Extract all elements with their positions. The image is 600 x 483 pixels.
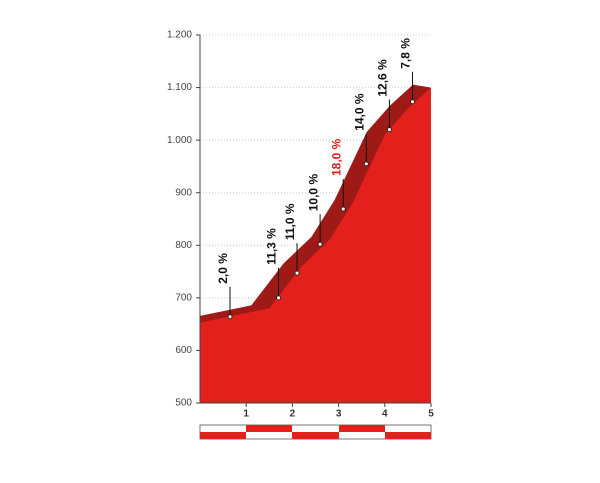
x-tick-label: 2: [290, 409, 296, 420]
marker-point: [363, 161, 369, 167]
marker-point: [227, 314, 233, 320]
gradient-label: 12,6 %: [376, 59, 390, 97]
y-tick-label: 600: [175, 345, 192, 356]
y-tick-label: 800: [175, 240, 192, 251]
gradient-label: 11,0 %: [283, 203, 297, 240]
x-tick-label: 3: [336, 409, 342, 420]
y-tick-label: 500: [175, 398, 192, 409]
marker-point: [276, 295, 281, 301]
km-stripe: [199, 424, 432, 440]
y-tick-label: 1.100: [167, 82, 192, 93]
y-tick-label: 900: [175, 187, 192, 198]
marker-point: [387, 127, 392, 133]
x-tick-label: 1: [243, 409, 249, 420]
profile-area: [200, 87, 431, 404]
marker-point: [340, 206, 346, 212]
gradient-label: 10,0 %: [306, 174, 320, 212]
y-tick-label: 700: [175, 292, 192, 303]
gradient-label: 2,0 %: [216, 253, 230, 284]
marker-point: [410, 99, 415, 105]
gradient-label: 18,0 %: [329, 138, 343, 176]
x-tick-label: 4: [382, 409, 388, 420]
gradient-label: 7,8 %: [399, 38, 413, 69]
gradient-label: 14,0 %: [352, 93, 366, 131]
gradient-label: 11,3 %: [265, 228, 279, 265]
y-tick-label: 1.000: [167, 135, 192, 146]
marker-point: [294, 270, 300, 276]
y-tick-label: 1.200: [167, 30, 192, 41]
x-tick-label: 5: [428, 409, 434, 420]
marker-point: [317, 241, 323, 247]
